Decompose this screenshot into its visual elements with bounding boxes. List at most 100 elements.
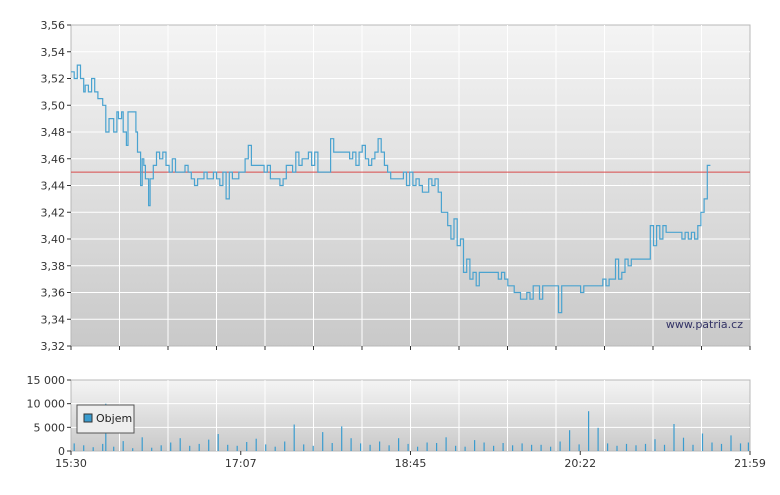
time-axis-label: 17:07	[225, 457, 257, 470]
volume-bar	[720, 443, 723, 451]
volume-bar	[692, 444, 694, 451]
volume-bar	[588, 411, 590, 451]
volume-bar	[322, 432, 324, 451]
volume-bar	[417, 446, 419, 451]
volume-bar	[747, 442, 749, 451]
time-axis-label: 15:30	[55, 457, 87, 470]
volume-legend: Objem	[76, 404, 135, 434]
volume-bar	[407, 443, 409, 451]
price-y-tick-label: 3,50	[41, 99, 66, 112]
price-y-tick-label: 3,34	[41, 313, 66, 326]
volume-y-axis: 0 5 000 10 000 15 000	[27, 374, 71, 458]
volume-bar	[227, 444, 229, 451]
time-axis-label: 18:45	[395, 457, 427, 470]
volume-bar	[540, 444, 542, 451]
volume-bar	[502, 443, 504, 451]
volume-bar	[255, 438, 257, 451]
volume-bar	[151, 447, 153, 451]
time-axis-label: 20:22	[564, 457, 596, 470]
price-y-tick-label: 3,46	[41, 153, 66, 166]
price-y-tick-label: 3,54	[41, 46, 66, 59]
volume-y-tick-label: 5 000	[34, 421, 66, 434]
volume-y-tick-label: 10 000	[27, 398, 66, 411]
volume-bar	[284, 441, 286, 451]
price-y-tick-label: 3,52	[41, 73, 66, 86]
volume-bar	[436, 443, 438, 451]
volume-bar	[369, 444, 371, 451]
volume-bar	[607, 443, 609, 451]
volume-bar	[160, 445, 162, 451]
volume-bar	[597, 427, 599, 451]
volume-bar	[303, 444, 305, 451]
volume-bar	[625, 443, 628, 451]
price-y-tick-label: 3,32	[41, 340, 66, 353]
volume-bar	[644, 443, 647, 451]
time-axis-label: 21:59	[734, 457, 766, 470]
price-series	[71, 64, 711, 314]
volume-bar	[635, 445, 637, 451]
price-y-tick-label: 3,38	[41, 260, 66, 273]
volume-bar	[170, 442, 172, 451]
volume-bar	[379, 441, 381, 451]
volume-bar	[559, 441, 561, 451]
source-label[interactable]: www.patria.cz	[666, 318, 743, 331]
volume-bar	[293, 424, 295, 451]
volume-bar	[531, 444, 533, 451]
volume-bar	[312, 445, 314, 451]
volume-bar	[483, 442, 485, 451]
volume-bar	[493, 445, 495, 451]
price-line	[71, 64, 711, 314]
price-y-tick-label: 3,36	[41, 287, 66, 300]
volume-bar	[350, 438, 352, 451]
volume-bar	[578, 444, 580, 451]
volume-bar	[113, 446, 115, 451]
volume-bar	[141, 437, 143, 451]
volume-bar	[236, 445, 238, 451]
volume-bar	[673, 424, 675, 451]
volume-bar	[569, 430, 571, 451]
price-y-tick-label: 3,40	[41, 233, 66, 246]
price-y-axis: 3,32 3,34 3,36 3,38 3,40 3,42 3,44 3,46 3,48 3,50…	[41, 19, 71, 353]
price-y-tick-label: 3,44	[41, 180, 66, 193]
volume-bar	[616, 445, 618, 451]
volume-bar	[654, 439, 656, 451]
volume-bar	[701, 433, 704, 451]
volume-y-tick-label: 0	[58, 445, 65, 458]
legend-label-objem: Objem	[96, 412, 132, 425]
volume-bar	[122, 441, 124, 451]
price-y-tick-label: 3,56	[41, 19, 66, 32]
volume-bar	[189, 445, 191, 451]
volume-bar	[360, 443, 362, 451]
price-grid	[71, 25, 750, 346]
volume-bar	[512, 445, 514, 451]
volume-bar	[388, 445, 390, 451]
volume-bar	[521, 443, 523, 451]
volume-bar	[83, 445, 85, 451]
volume-bar	[208, 439, 210, 451]
volume-bar	[92, 447, 94, 451]
volume-bar	[132, 448, 134, 451]
price-y-tick-label: 3,42	[41, 206, 66, 219]
volume-bar	[445, 437, 447, 451]
volume-bar	[73, 443, 75, 451]
volume-bar	[426, 442, 428, 451]
volume-bar	[341, 426, 343, 451]
price-y-tick-label: 3,48	[41, 126, 66, 139]
volume-bar	[474, 440, 476, 451]
volume-bar	[663, 444, 666, 451]
volume-bar	[246, 442, 248, 451]
volume-bar	[198, 443, 200, 451]
volume-bar	[730, 435, 732, 451]
volume-bar	[682, 437, 685, 451]
volume-bar	[464, 446, 466, 451]
volume-bar	[398, 438, 400, 451]
volume-bar	[179, 438, 181, 451]
volume-y-tick-label: 15 000	[27, 374, 66, 387]
volume-bar	[455, 445, 457, 451]
volume-bar	[102, 443, 104, 451]
volume-bar	[711, 442, 713, 451]
volume-bar	[739, 443, 742, 451]
volume-bar	[331, 443, 333, 451]
